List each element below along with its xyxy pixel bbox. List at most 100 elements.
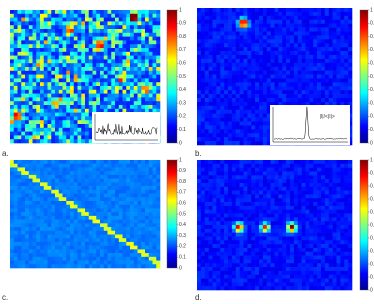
heatmap-cell (220, 225, 224, 229)
heatmap-cell (251, 168, 255, 172)
heatmap-cell (51, 167, 55, 171)
heatmap-cell (29, 194, 33, 198)
heatmap-cell (290, 217, 294, 221)
heatmap-cell (156, 186, 160, 190)
heatmap-cell (59, 197, 63, 201)
heatmap-cell (18, 59, 22, 63)
heatmap-cell (66, 86, 70, 90)
heatmap-cell (138, 86, 142, 90)
heatmap-cell (119, 201, 123, 205)
heatmap-cell (313, 236, 317, 240)
heatmap-cell (309, 202, 313, 206)
heatmap-cell (78, 264, 82, 268)
heatmap-cell (244, 16, 248, 20)
heatmap-cell (123, 194, 127, 198)
heatmap-cell (290, 225, 294, 229)
heatmap-cell (108, 37, 112, 41)
heatmap-cell (145, 59, 149, 63)
heatmap-cell (93, 90, 97, 94)
heatmap-cell (156, 67, 160, 71)
heatmap-cell (201, 217, 205, 221)
heatmap-cell (66, 175, 70, 179)
heatmap-cell (232, 35, 236, 39)
heatmap-cell (29, 253, 33, 257)
heatmap-cell (138, 212, 142, 216)
heatmap-cell (197, 168, 201, 172)
heatmap-cell (220, 183, 224, 187)
heatmap-cell (100, 164, 104, 168)
heatmap-cell (317, 175, 321, 179)
heatmap-cell (149, 261, 153, 265)
heatmap-cell (220, 221, 224, 225)
heatmap-cell (25, 197, 29, 201)
heatmap-cell (236, 16, 240, 20)
heatmap-cell (251, 183, 255, 187)
heatmap-cell (251, 137, 255, 141)
heatmap-cell (145, 48, 149, 52)
heatmap-cell (278, 31, 282, 35)
heatmap-cell (36, 190, 40, 194)
heatmap-cell (244, 106, 248, 110)
heatmap-cell (255, 118, 259, 122)
heatmap-cell (267, 78, 271, 82)
heatmap-cell (306, 175, 310, 179)
heatmap-cell (263, 179, 267, 183)
heatmap-cell (244, 90, 248, 94)
heatmap-cell (108, 171, 112, 175)
heatmap-cell (10, 21, 14, 25)
heatmap-cell (70, 124, 74, 128)
heatmap-cell (149, 21, 153, 25)
heatmap-cell (141, 37, 145, 41)
heatmap-cell (134, 78, 138, 82)
heatmap-cell (81, 190, 85, 194)
heatmap-cell (93, 171, 97, 175)
heatmap-cell (18, 109, 22, 113)
heatmap-cell (263, 168, 267, 172)
heatmap-cell (40, 238, 44, 242)
heatmap-cell (348, 24, 352, 28)
heatmap-cell (119, 238, 123, 242)
heatmap-cell (344, 214, 348, 218)
heatmap-cell (267, 47, 271, 51)
heatmap-cell (130, 190, 134, 194)
heatmap-cell (348, 39, 352, 43)
heatmap-cell (220, 133, 224, 137)
heatmap-cell (100, 227, 104, 231)
heatmap-cell (119, 94, 123, 98)
heatmap-cell (36, 21, 40, 25)
heatmap-cell (74, 128, 78, 132)
heatmap-cell (149, 208, 153, 212)
heatmap-cell (216, 198, 220, 202)
heatmap-cell (286, 202, 290, 206)
heatmap-cell (298, 202, 302, 206)
heatmap-cell (63, 109, 67, 113)
heatmap-cell (100, 231, 104, 235)
heatmap-cell (240, 229, 244, 233)
heatmap-cell (130, 197, 134, 201)
heatmap-cell (340, 47, 344, 51)
heatmap-cell (89, 264, 93, 268)
heatmap-cell (321, 94, 325, 98)
heatmap-cell (111, 264, 115, 268)
heatmap-cell (119, 59, 123, 63)
heatmap-cell (153, 29, 157, 33)
heatmap-cell (48, 220, 52, 224)
heatmap-cell (216, 24, 220, 28)
heatmap-cell (329, 179, 333, 183)
heatmap-cell (337, 179, 341, 183)
heatmap-cell (89, 197, 93, 201)
heatmap-cell (313, 39, 317, 43)
heatmap-cell (313, 240, 317, 244)
heatmap-cell (298, 51, 302, 55)
heatmap-cell (81, 101, 85, 105)
heatmap-cell (278, 171, 282, 175)
heatmap-cell (81, 71, 85, 75)
heatmap-cell (153, 71, 157, 75)
heatmap-cell (66, 208, 70, 212)
heatmap-cell (282, 94, 286, 98)
heatmap-cell (263, 82, 267, 86)
heatmap-cell (298, 240, 302, 244)
heatmap-cell (74, 227, 78, 231)
heatmap-cell (78, 179, 82, 183)
heatmap-cell (63, 71, 67, 75)
